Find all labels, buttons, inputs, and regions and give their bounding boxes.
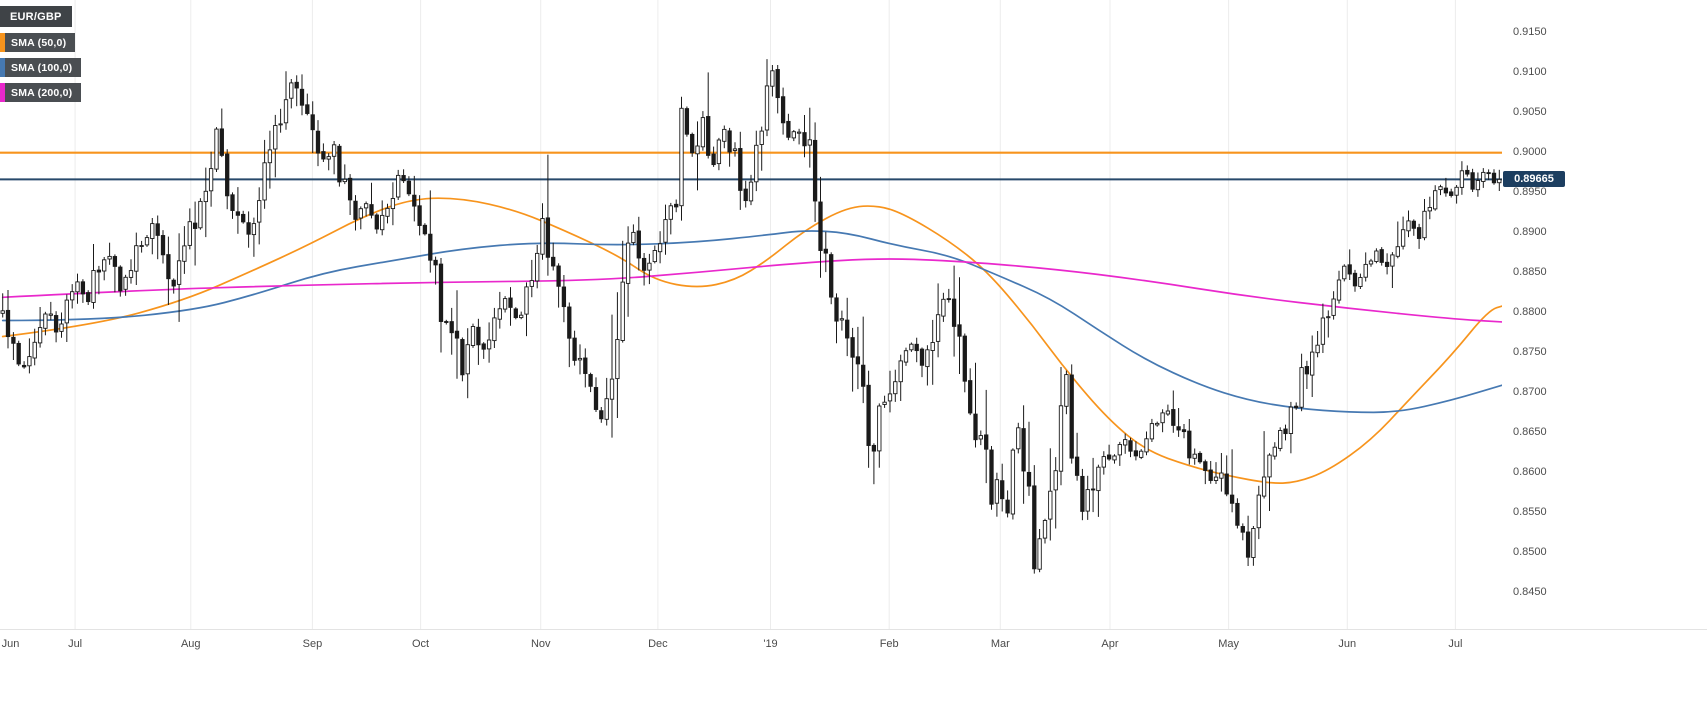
y-axis-tick-label: 0.8800 xyxy=(1513,306,1547,318)
chart-legend: EUR/GBP SMA (50,0) SMA (100,0) SMA (200,… xyxy=(0,6,82,102)
sma-50-line xyxy=(1,197,1502,484)
y-axis-tick-label: 0.8650 xyxy=(1513,425,1547,438)
price-axis[interactable]: 0.9150 0.9100 0.9050 0.9000 0.8950 0.8900 0.88… xyxy=(1502,0,1707,629)
y-axis-tick-label: 0.9150 xyxy=(1513,26,1547,39)
x-axis-month-label: Aug xyxy=(180,638,201,650)
x-axis-month-label: Sep xyxy=(302,638,323,650)
sma-200-line xyxy=(1,258,1502,323)
legend-item-sma200[interactable]: SMA (200,0) xyxy=(0,83,82,102)
x-axis-month-label: Apr xyxy=(1101,638,1119,650)
y-axis-tick-label: 0.8600 xyxy=(1513,465,1547,478)
x-axis-month-label: Feb xyxy=(879,638,899,650)
price-chart-plot[interactable] xyxy=(0,0,1502,629)
y-axis-tick-label: 0.8550 xyxy=(1513,505,1547,518)
sma-lines xyxy=(1,197,1502,484)
y-axis-tick-label: 0.8500 xyxy=(1513,545,1547,558)
x-axis-month-label: '19 xyxy=(763,638,778,650)
x-axis-month-label: Jul xyxy=(68,638,83,650)
y-axis-tick-label: 0.9000 xyxy=(1513,146,1547,159)
last-price-marker: 0.89665 xyxy=(1503,171,1565,188)
x-axis-month-label: Jun xyxy=(1338,638,1357,650)
symbol-badge[interactable]: EUR/GBP xyxy=(0,6,72,27)
y-axis-tick-label: 0.8450 xyxy=(1513,585,1547,598)
y-axis-tick-label: 0.9050 xyxy=(1513,106,1547,119)
y-axis-tick-label: 0.8850 xyxy=(1513,266,1547,279)
time-axis[interactable]: Jun Jul Aug Sep Oct Nov Dec '19 Feb Mar Apr May Jun J… xyxy=(0,629,1707,661)
x-axis-month-label: Jun xyxy=(1,638,20,650)
x-axis-month-label: Oct xyxy=(411,638,430,650)
y-axis-tick-label: 0.8900 xyxy=(1513,226,1547,239)
y-axis-tick-label: 0.8700 xyxy=(1513,385,1547,398)
legend-item-sma100[interactable]: SMA (100,0) xyxy=(0,58,82,77)
x-axis-month-label: Jul xyxy=(1448,638,1463,650)
x-axis-month-label: Nov xyxy=(530,638,551,650)
y-axis-tick-label: 0.9100 xyxy=(1513,66,1547,79)
x-axis-month-label: Dec xyxy=(648,638,668,650)
candlestick-series xyxy=(0,59,1502,574)
legend-item-sma50[interactable]: SMA (50,0) xyxy=(0,33,76,52)
y-axis-tick-label: 0.8750 xyxy=(1513,345,1547,358)
x-axis-month-label: May xyxy=(1218,638,1240,650)
sma-100-line xyxy=(1,230,1502,414)
y-axis-tick-label: 0.8950 xyxy=(1513,186,1547,199)
x-axis-month-label: Mar xyxy=(990,638,1010,650)
